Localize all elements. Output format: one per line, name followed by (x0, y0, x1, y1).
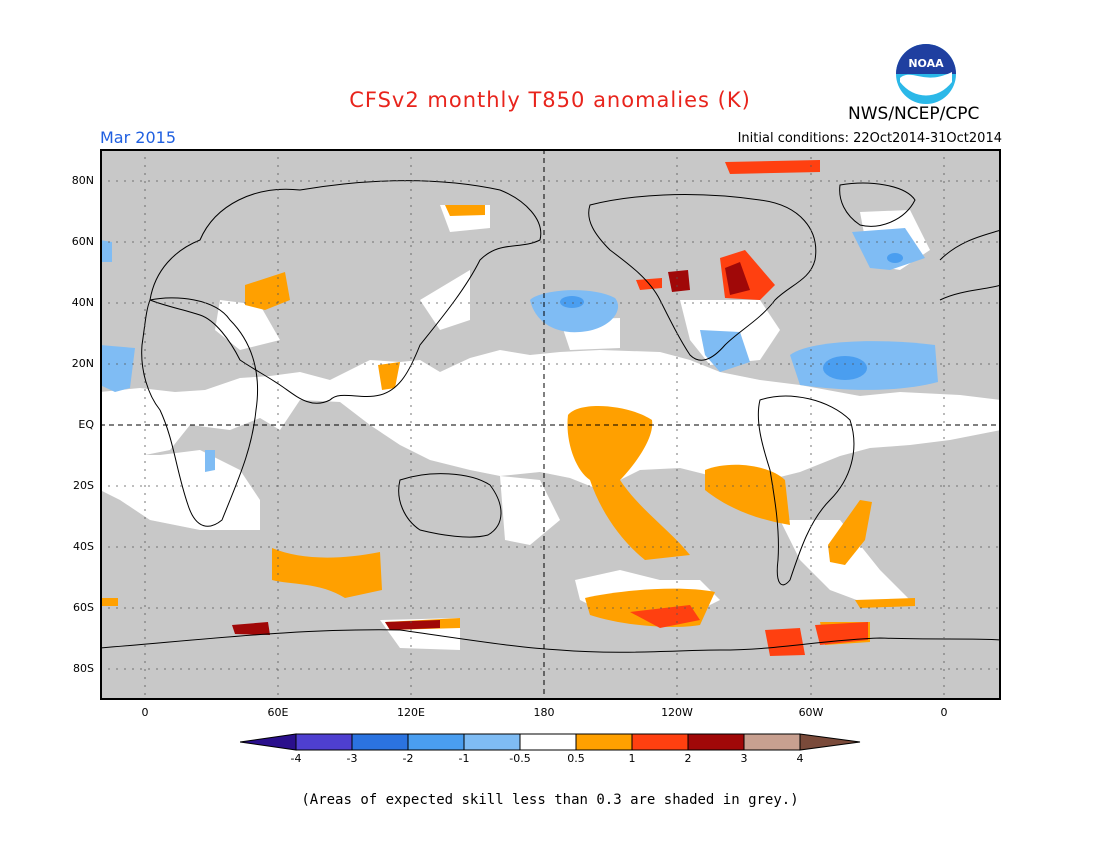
colorbar-label: -3 (346, 752, 358, 765)
anomaly-map (100, 149, 1001, 700)
colorbar-seg-7 (631, 733, 689, 751)
colorbar-label: 4 (796, 752, 804, 765)
colorbar-label: 0.5 (567, 752, 585, 765)
organization-label: NWS/NCEP/CPC (848, 104, 980, 124)
lat-label-20n: 20N (71, 357, 94, 370)
colorbar (240, 733, 861, 751)
colorbar-label: 2 (684, 752, 692, 765)
negative-anomalies (100, 228, 938, 472)
lon-label-60w: 60W (798, 706, 824, 719)
colorbar-seg-3 (407, 733, 465, 751)
coastlines (100, 180, 1001, 653)
positive-anomalies (100, 160, 915, 656)
lat-label-80n: 80N (71, 174, 94, 187)
lat-label-40n: 40N (71, 296, 94, 309)
skill-note: (Areas of expected skill less than 0.3 a… (301, 792, 799, 808)
lon-label-180: 180 (533, 706, 555, 719)
colorbar-label: 1 (628, 752, 636, 765)
forecast-month: Mar 2015 (100, 128, 176, 147)
lat-label-80s: 80S (73, 662, 94, 675)
lon-label-0-left: 0 (141, 706, 149, 719)
colorbar-seg-0 (240, 733, 297, 751)
colorbar-seg-1 (295, 733, 353, 751)
colorbar-seg-8 (687, 733, 745, 751)
map-frame (100, 149, 1001, 700)
colorbar-seg-4 (463, 733, 521, 751)
colorbar-seg-2 (351, 733, 409, 751)
noaa-logo: NOAA (896, 44, 956, 104)
colorbar-label: -0.5 (509, 752, 531, 765)
colorbar-label: -4 (290, 752, 302, 765)
low-skill-region (100, 149, 1001, 700)
colorbar-seg-6 (575, 733, 633, 751)
map-title: CFSv2 monthly T850 anomalies (K) (349, 88, 751, 112)
lon-label-120e: 120E (397, 706, 425, 719)
colorbar-label: 3 (740, 752, 748, 765)
lon-label-120w: 120W (661, 706, 693, 719)
colorbar-label: -2 (402, 752, 414, 765)
colorbar-seg-10 (799, 733, 861, 751)
lon-label-60e: 60E (267, 706, 289, 719)
svg-text:NOAA: NOAA (908, 57, 944, 70)
lat-label-20s: 20S (73, 479, 94, 492)
colorbar-seg-5 (519, 733, 577, 751)
colorbar-label: -1 (458, 752, 470, 765)
initial-conditions: Initial conditions: 22Oct2014-31Oct2014 (737, 131, 1002, 146)
lat-label-60n: 60N (71, 235, 94, 248)
colorbar-seg-9 (743, 733, 801, 751)
lon-label-0-right: 0 (940, 706, 948, 719)
lat-label-60s: 60S (73, 601, 94, 614)
lat-label-40s: 40S (73, 540, 94, 553)
lat-label-eq: EQ (78, 418, 94, 431)
